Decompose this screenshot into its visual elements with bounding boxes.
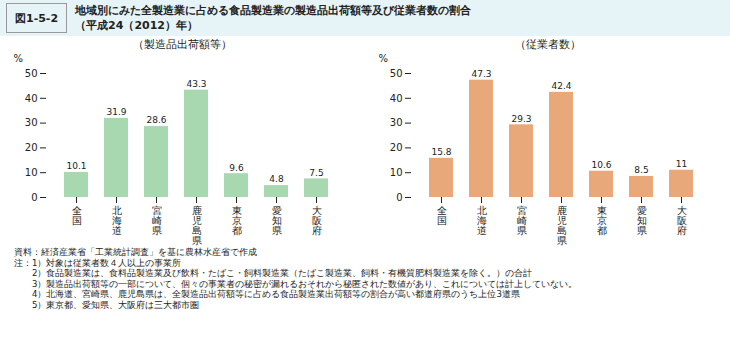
html-text:3）製造品出荷額等の一部について、個々の事業者の秘密が漏れる: 3）製造品出荷額等の一部について、個々の事業者の秘密が漏れるおそれから秘匿された…	[14, 278, 578, 289]
svg-text:東京都: 東京都	[232, 205, 242, 236]
svg-text:北海道: 北海道	[112, 205, 122, 236]
svg-text:50: 50	[390, 68, 403, 79]
svg-text:8.5: 8.5	[634, 165, 648, 175]
svg-text:50: 50	[25, 68, 38, 79]
svg-text:0: 0	[31, 192, 37, 203]
svg-text:40: 40	[25, 93, 38, 104]
html-text:注：1）対象は従業者数４人以上の事業所: 注：1）対象は従業者数４人以上の事業所	[14, 257, 182, 268]
html-text:資料：経済産業省「工業統計調査」を基に農林水産省で作成: 資料：経済産業省「工業統計調査」を基に農林水産省で作成	[14, 247, 257, 257]
svg-text:0: 0	[396, 192, 402, 203]
svg-text:愛知県: 愛知県	[637, 205, 647, 236]
svg-text:7.5: 7.5	[309, 168, 323, 178]
svg-text:大阪府: 大阪府	[312, 205, 322, 236]
svg-text:10: 10	[390, 167, 403, 178]
html-text:5）東京都、愛知県、大阪府は三大都市圏: 5）東京都、愛知県、大阪府は三大都市圏	[14, 299, 200, 310]
html-text:4）北海道、宮崎県、鹿児島県は、全製造品出荷額等に占める食品: 4）北海道、宮崎県、鹿児島県は、全製造品出荷額等に占める食品製造業出荷額等の割合…	[14, 289, 520, 299]
svg-text:30: 30	[390, 117, 403, 128]
html-text:（平成24（2012）年）: （平成24（2012）年）	[75, 19, 198, 32]
svg-text:11: 11	[676, 159, 687, 169]
svg-text:東京都: 東京都	[597, 205, 607, 236]
svg-text:%: %	[14, 53, 24, 64]
svg-text:10.6: 10.6	[591, 160, 611, 170]
svg-text:31.9: 31.9	[106, 107, 126, 117]
svg-text:10: 10	[25, 167, 38, 178]
html-text:（製造品出荷額等）: （製造品出荷額等）	[133, 38, 232, 51]
svg-text:宮崎県: 宮崎県	[517, 205, 527, 236]
svg-text:20: 20	[390, 142, 403, 153]
html-text:地域別にみた全製造業に占める食品製造業の製造品出荷額等及び従: 地域別にみた全製造業に占める食品製造業の製造品出荷額等及び従業者数の割合	[75, 4, 472, 17]
svg-text:42.4: 42.4	[551, 81, 571, 91]
html-text:2）食品製造業は、食料品製造業及び飲料・たばこ・飼料製造業（: 2）食品製造業は、食料品製造業及び飲料・たばこ・飼料製造業（たばこ製造業、飼料・…	[14, 268, 533, 278]
svg-text:鹿児島県: 鹿児島県	[192, 205, 202, 246]
svg-text:15.8: 15.8	[431, 147, 451, 157]
svg-text:10.1: 10.1	[66, 161, 86, 171]
svg-text:9.6: 9.6	[229, 163, 244, 173]
svg-text:宮崎県: 宮崎県	[152, 205, 162, 236]
svg-text:29.3: 29.3	[511, 114, 531, 124]
svg-text:%: %	[379, 53, 389, 64]
svg-text:40: 40	[390, 93, 403, 104]
svg-text:43.3: 43.3	[186, 79, 206, 89]
svg-text:全国: 全国	[72, 205, 82, 226]
svg-text:47.3: 47.3	[471, 69, 491, 79]
html-text:図1-5-2: 図1-5-2	[15, 11, 59, 25]
svg-text:4.8: 4.8	[269, 174, 284, 184]
svg-text:全国: 全国	[437, 205, 447, 226]
html-text:（従業者数）: （従業者数）	[514, 38, 581, 51]
svg-text:大阪府: 大阪府	[677, 205, 687, 236]
svg-text:30: 30	[25, 117, 38, 128]
svg-text:20: 20	[25, 142, 38, 153]
svg-text:愛知県: 愛知県	[272, 205, 282, 236]
svg-text:28.6: 28.6	[146, 115, 166, 125]
svg-text:鹿児島県: 鹿児島県	[557, 205, 567, 246]
svg-text:北海道: 北海道	[477, 205, 487, 236]
